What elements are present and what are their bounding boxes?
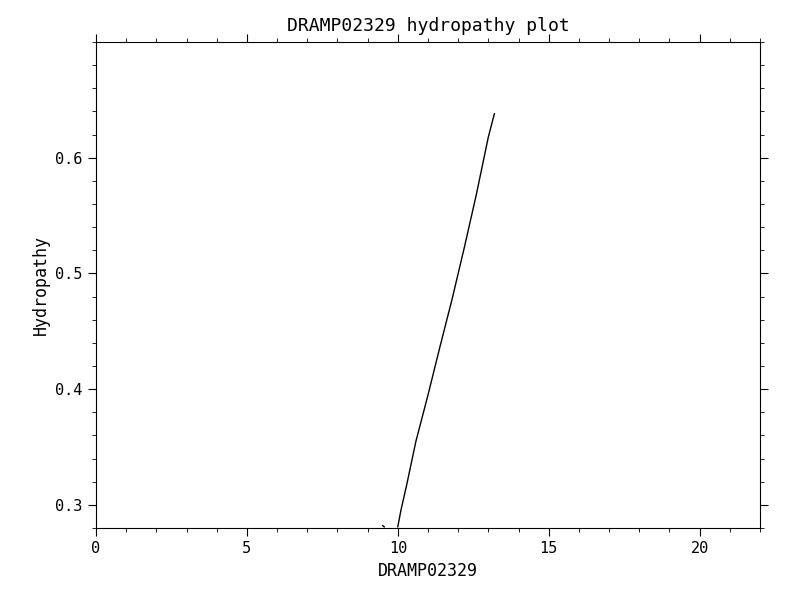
- X-axis label: DRAMP02329: DRAMP02329: [378, 562, 478, 580]
- Title: DRAMP02329 hydropathy plot: DRAMP02329 hydropathy plot: [286, 17, 570, 35]
- Y-axis label: Hydropathy: Hydropathy: [32, 235, 50, 335]
